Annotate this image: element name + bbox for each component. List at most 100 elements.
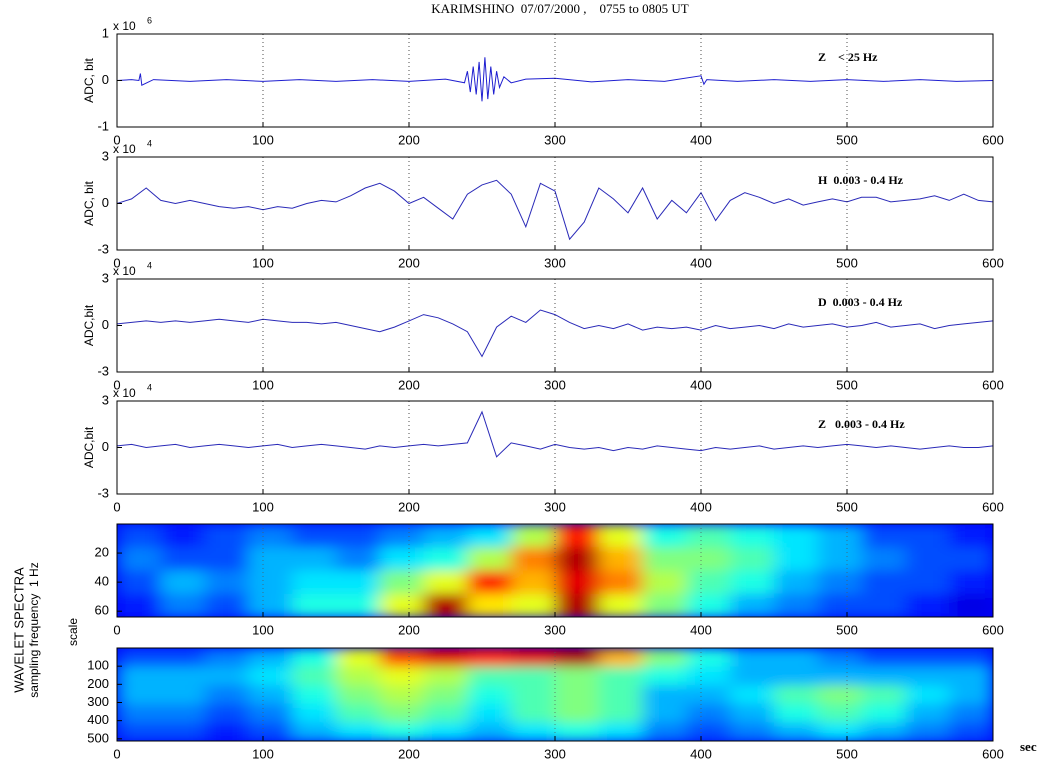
plot-area xyxy=(117,401,993,494)
heatmap-cell xyxy=(642,703,687,723)
y-tick-label: 0 xyxy=(102,439,109,454)
heatmap-cell xyxy=(379,524,425,548)
heatmap-cell xyxy=(774,703,819,723)
panel: 0 100 200 300 400 500 600 -3 0 3 ADC, bit H 0.003 -… xyxy=(82,138,1004,270)
plot-frame xyxy=(116,400,994,495)
side-label: WAVELET SPECTRA xyxy=(11,567,26,693)
y-tick-label: 60 xyxy=(95,603,109,618)
heatmap-cell xyxy=(642,593,687,617)
heatmap-cell xyxy=(292,524,337,548)
heatmap-cell xyxy=(555,593,600,617)
x-tick-label: 600 xyxy=(982,499,1004,514)
heatmap-cell xyxy=(117,648,162,668)
heatmap-cell xyxy=(642,547,687,571)
scale-label-exponent: 4 xyxy=(147,382,152,392)
heatmap-cell xyxy=(861,547,906,571)
x-tick-label: 200 xyxy=(398,255,420,270)
y-tick-label: 0 xyxy=(102,195,109,210)
heatmap-cell xyxy=(511,666,556,686)
heatmap-cell xyxy=(949,593,993,617)
x-tick-label: 100 xyxy=(252,377,274,392)
heatmap-cell xyxy=(555,703,600,723)
x-unit: sec xyxy=(1020,739,1037,754)
heatmap-cell xyxy=(774,666,819,686)
heatmap-cell xyxy=(117,547,162,571)
x-tick-label: 0 xyxy=(113,255,120,270)
x-tick-label: 400 xyxy=(690,499,712,514)
x-tick-label: 600 xyxy=(982,255,1004,270)
heatmap-cell xyxy=(905,666,950,686)
heatmap-cell xyxy=(774,648,819,668)
heatmap-cell xyxy=(511,703,556,723)
heatmap-cell xyxy=(598,703,644,723)
heatmap-cell xyxy=(423,547,468,571)
heatmap-cell xyxy=(686,722,731,741)
scale-label-exponent: 4 xyxy=(147,260,152,270)
heatmap-cell xyxy=(336,524,381,548)
heatmap-cell xyxy=(686,703,731,723)
heatmap-cell xyxy=(949,648,993,668)
x-tick-label: 300 xyxy=(544,499,566,514)
panel-annotation: D 0.003 - 0.4 Hz xyxy=(818,295,903,309)
heatmap-cell xyxy=(160,722,206,741)
x-tick-label: 200 xyxy=(398,622,420,637)
heatmap-cell xyxy=(160,703,206,723)
heatmap-cell xyxy=(598,666,644,686)
heatmap-cell xyxy=(686,648,731,668)
heatmap-cell xyxy=(555,722,600,741)
heatmap-cell xyxy=(555,547,600,571)
x-tick-label: 400 xyxy=(690,255,712,270)
heatmap-cell xyxy=(555,685,600,705)
heatmap-cell xyxy=(817,666,863,686)
heatmap-cell xyxy=(686,570,731,595)
x-tick-label: 400 xyxy=(690,622,712,637)
y-tick-label: -3 xyxy=(97,363,109,378)
heatmap-cell xyxy=(292,547,337,571)
heatmap-cell xyxy=(730,593,775,617)
heatmap-cell xyxy=(379,547,425,571)
heatmap-cell xyxy=(642,666,687,686)
heatmap-cell xyxy=(336,547,381,571)
heatmap-cell xyxy=(248,593,293,617)
heatmap-cell xyxy=(248,547,293,571)
scale-label-base: x 10 xyxy=(113,142,136,156)
panel: 0 100 200 300 400 500 600 20 40 60 xyxy=(95,523,1004,637)
heatmap-cell xyxy=(598,648,644,668)
heatmap-cell xyxy=(117,593,162,617)
heatmap-cell xyxy=(861,570,906,595)
y-axis-label: ADC, bit xyxy=(82,181,96,226)
x-tick-label: 200 xyxy=(398,746,420,761)
heatmap-cell xyxy=(204,648,249,668)
x-tick-label: 500 xyxy=(836,255,858,270)
heatmap-cell xyxy=(511,722,556,741)
heatmap-cell xyxy=(949,722,993,741)
heatmap-cell xyxy=(160,648,206,668)
heatmap-cell xyxy=(949,703,993,723)
heatmap-cell xyxy=(117,685,162,705)
heatmap-cell xyxy=(861,685,906,705)
heatmap-cell xyxy=(817,593,863,617)
heatmap-cell xyxy=(598,570,644,595)
heatmap-cell xyxy=(730,524,775,548)
y-tick-label: 500 xyxy=(87,730,109,745)
heatmap-cell xyxy=(730,685,775,705)
plot-area xyxy=(117,157,993,250)
heatmap-cell xyxy=(248,666,293,686)
x-tick-label: 400 xyxy=(690,377,712,392)
y-tick-label: -3 xyxy=(97,241,109,256)
signal-line xyxy=(116,57,994,102)
heatmap-cell xyxy=(905,648,950,668)
heatmap-cell xyxy=(730,648,775,668)
heatmap-cell xyxy=(336,593,381,617)
x-tick-label: 0 xyxy=(113,499,120,514)
heatmap-cell xyxy=(379,685,425,705)
heatmap-cell xyxy=(160,547,206,571)
heatmap-cell xyxy=(117,570,162,595)
heatmap-cell xyxy=(467,593,512,617)
y-axis-label: ADC, bit xyxy=(82,58,96,103)
x-tick-label: 100 xyxy=(252,499,274,514)
x-tick-label: 500 xyxy=(836,746,858,761)
heatmap-cell xyxy=(423,703,468,723)
side-sublabel: sampling frequency 1 Hz xyxy=(27,562,41,697)
plot-frame xyxy=(116,523,994,618)
